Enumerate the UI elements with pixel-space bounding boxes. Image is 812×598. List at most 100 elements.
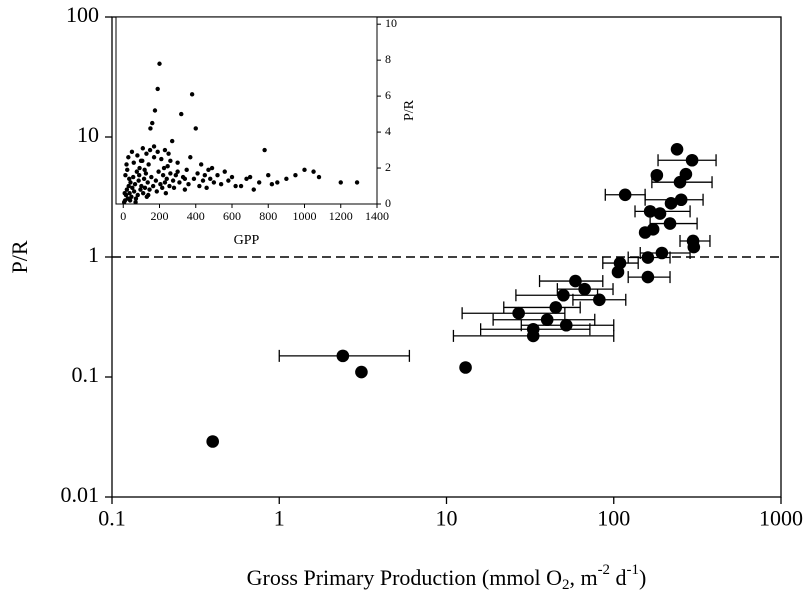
data-point bbox=[129, 149, 135, 155]
data-point bbox=[186, 182, 191, 187]
x-tick-label: 0 bbox=[120, 209, 126, 223]
data-point bbox=[663, 217, 677, 230]
data-point bbox=[593, 293, 606, 307]
x-axis-label-part: , m bbox=[569, 565, 597, 590]
data-point bbox=[171, 185, 177, 191]
data-point bbox=[150, 120, 155, 126]
data-point bbox=[169, 138, 175, 144]
data-point bbox=[144, 151, 149, 156]
data-point bbox=[124, 187, 130, 192]
data-point bbox=[161, 165, 167, 171]
data-point bbox=[138, 187, 143, 192]
data-point bbox=[641, 270, 655, 284]
data-point bbox=[141, 176, 147, 182]
data-point bbox=[142, 167, 147, 173]
x-tick-label: 200 bbox=[151, 209, 169, 223]
data-point bbox=[140, 191, 146, 196]
data-point bbox=[121, 200, 127, 205]
data-point bbox=[204, 185, 209, 191]
data-point bbox=[146, 162, 151, 167]
y-tick-label: 1 bbox=[88, 242, 99, 267]
x-tick-label: 100 bbox=[597, 506, 630, 531]
data-point bbox=[222, 169, 227, 174]
data-point bbox=[145, 180, 150, 185]
x-tick-label: 800 bbox=[259, 209, 277, 223]
data-point bbox=[158, 182, 163, 187]
x-tick-label: 600 bbox=[223, 209, 241, 223]
data-point bbox=[170, 178, 176, 183]
y-tick-label: 10 bbox=[77, 122, 99, 147]
data-point bbox=[131, 189, 137, 194]
data-point bbox=[578, 282, 591, 296]
x-axis-label: Gross Primary Production (mmol O2, m-2 d… bbox=[247, 562, 647, 593]
data-point bbox=[137, 165, 142, 171]
x-axis-label-part: 2 bbox=[562, 577, 569, 593]
data-point bbox=[229, 174, 235, 180]
data-point bbox=[168, 171, 173, 176]
data-point bbox=[338, 180, 343, 185]
data-point bbox=[162, 180, 168, 185]
data-point bbox=[641, 251, 655, 264]
data-point bbox=[125, 167, 130, 173]
data-point bbox=[151, 144, 157, 149]
data-point bbox=[638, 226, 652, 239]
y-tick-label: 0 bbox=[385, 196, 391, 210]
data-point bbox=[131, 174, 136, 180]
data-point bbox=[215, 173, 220, 178]
data-point bbox=[127, 176, 132, 182]
data-point bbox=[159, 156, 164, 162]
data-point bbox=[151, 155, 157, 160]
data-point bbox=[266, 173, 271, 178]
data-point bbox=[233, 183, 238, 189]
data-point bbox=[162, 147, 168, 153]
data-point bbox=[611, 265, 625, 279]
data-point bbox=[687, 240, 701, 254]
data-point bbox=[198, 162, 204, 167]
x-tick-label: 1000 bbox=[293, 209, 317, 223]
data-point bbox=[142, 185, 148, 191]
x-tick-label: 0.1 bbox=[98, 506, 126, 531]
y-axis-label: P/R bbox=[402, 99, 417, 121]
y-axis-label: P/R bbox=[7, 240, 32, 273]
data-point bbox=[275, 180, 280, 185]
data-point bbox=[129, 194, 134, 200]
data-point bbox=[175, 169, 180, 174]
data-point bbox=[674, 193, 688, 207]
y-tick-label: 0.1 bbox=[72, 362, 100, 387]
data-point bbox=[226, 178, 231, 183]
data-point bbox=[218, 182, 224, 187]
x-tick-label: 1200 bbox=[329, 209, 353, 223]
y-tick-label: 4 bbox=[385, 124, 391, 138]
data-point bbox=[269, 182, 275, 187]
data-point bbox=[643, 205, 657, 218]
data-point bbox=[618, 188, 632, 202]
data-point bbox=[549, 301, 563, 314]
data-point bbox=[284, 176, 289, 182]
data-point bbox=[135, 153, 140, 158]
data-point bbox=[167, 183, 172, 189]
data-point bbox=[208, 176, 213, 182]
data-point bbox=[160, 173, 166, 178]
data-point bbox=[133, 196, 139, 201]
data-point bbox=[126, 155, 131, 160]
data-point bbox=[131, 160, 136, 165]
data-point bbox=[165, 164, 170, 169]
y-tick-label: 2 bbox=[385, 160, 391, 174]
data-point bbox=[154, 189, 159, 194]
x-axis-label-part: Gross Primary Production (mmol O bbox=[247, 565, 562, 590]
x-axis-label-part: GPP bbox=[234, 233, 260, 248]
data-point bbox=[130, 185, 135, 191]
data-point bbox=[148, 126, 153, 131]
x-axis-label-part: ) bbox=[639, 565, 646, 590]
data-point bbox=[127, 191, 132, 196]
data-point bbox=[569, 274, 582, 288]
data-point bbox=[139, 183, 144, 189]
data-point bbox=[664, 197, 678, 210]
data-point bbox=[355, 365, 368, 379]
data-point bbox=[132, 182, 138, 187]
data-point bbox=[135, 192, 140, 198]
data-point bbox=[173, 173, 179, 178]
data-point bbox=[160, 185, 165, 191]
